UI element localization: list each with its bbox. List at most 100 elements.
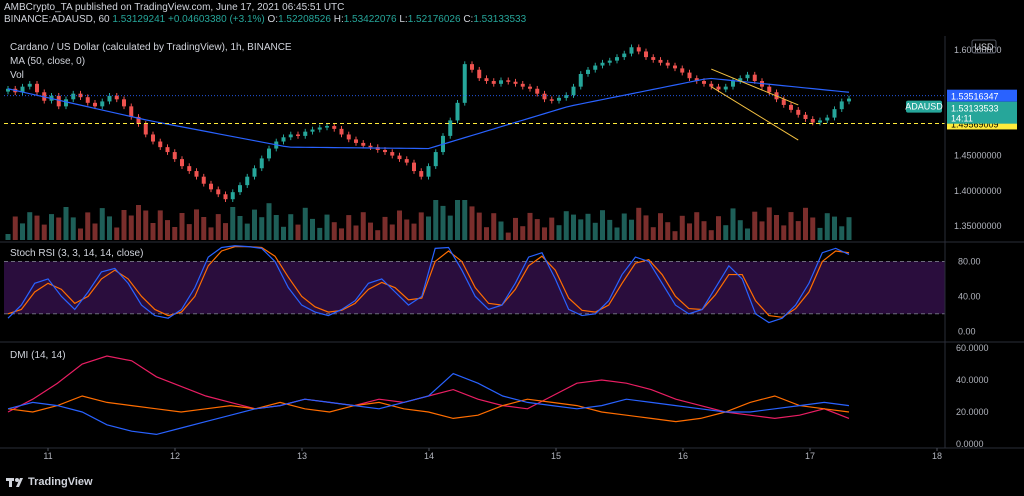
volume-bar xyxy=(658,213,663,240)
candle xyxy=(303,131,308,136)
volume-bar xyxy=(484,227,489,240)
open-value: 1.52208526 xyxy=(278,14,331,25)
volume-bar xyxy=(672,231,678,240)
candle xyxy=(93,102,97,107)
volume-bar xyxy=(621,213,627,240)
stoch-rsi-legend[interactable]: Stoch RSI (3, 3, 14, 14, close) xyxy=(10,248,144,259)
candle xyxy=(433,152,438,167)
volume-bar xyxy=(745,228,750,240)
volume-bar xyxy=(41,224,47,240)
candle xyxy=(426,166,431,177)
ma-value-tag-text: 1.53516347 xyxy=(951,92,999,102)
volume-bar xyxy=(491,213,497,240)
publish-header: AMBCrypto_TA published on TradingView.co… xyxy=(4,2,1024,13)
candle xyxy=(687,72,692,79)
volume-bar xyxy=(165,220,170,240)
axes: 1.600000001.500000001.450000001.40000000… xyxy=(0,36,1024,461)
candle xyxy=(636,47,641,52)
ma-legend[interactable]: MA (50, close, 0) xyxy=(10,56,86,67)
ma-line xyxy=(7,77,850,150)
dmi-tick-label: 40.0000 xyxy=(956,375,989,385)
candle xyxy=(288,134,293,138)
last-price-text: 1.53133533 xyxy=(951,104,999,114)
volume-bar xyxy=(70,217,76,240)
candle xyxy=(789,104,793,110)
volume-bar xyxy=(339,228,344,240)
volume-bar xyxy=(498,221,504,240)
candle xyxy=(607,60,612,63)
volume-bar xyxy=(368,222,373,240)
volume-bar xyxy=(817,227,823,240)
chart-title: Cardano / US Dollar (calculated by Tradi… xyxy=(10,42,292,53)
candle xyxy=(238,185,242,193)
volume-bar xyxy=(701,221,707,240)
support-value-tag-text: 1.49569009 xyxy=(951,119,999,129)
open-label: O: xyxy=(267,14,279,25)
price-pane[interactable]: ADAUSD xyxy=(4,44,945,240)
candle xyxy=(136,116,141,124)
candle xyxy=(85,97,90,103)
volume-bar xyxy=(157,210,163,240)
candle xyxy=(542,93,547,100)
currency-badge xyxy=(971,39,997,54)
close-value: 1.53133533 xyxy=(473,14,527,25)
dmi-pane[interactable] xyxy=(7,355,850,436)
volume-bar xyxy=(592,222,598,240)
time-tick-label: 18 xyxy=(932,451,942,461)
volume-bar xyxy=(302,207,308,240)
candle xyxy=(346,134,351,140)
candle xyxy=(738,78,743,82)
time-tick-label: 15 xyxy=(551,451,561,461)
candle xyxy=(107,95,112,102)
candle xyxy=(731,81,735,87)
high-label: H: xyxy=(333,14,344,25)
candle xyxy=(419,171,424,177)
dmi-tick-label: 20.0000 xyxy=(956,407,989,417)
volume-bar xyxy=(12,216,18,240)
candle xyxy=(143,123,148,135)
volume-bar xyxy=(295,224,301,240)
volume-bar xyxy=(324,214,330,240)
candle xyxy=(259,158,264,169)
candle xyxy=(223,194,228,200)
volume-bar xyxy=(643,215,649,240)
volume-bar xyxy=(563,211,569,240)
dmi-legend[interactable]: DMI (14, 14) xyxy=(10,350,66,361)
volume-legend[interactable]: Vol xyxy=(10,70,24,81)
stoch-rsi-pane[interactable] xyxy=(4,245,945,324)
candle xyxy=(404,159,409,163)
volume-bar xyxy=(418,212,424,240)
candle xyxy=(201,176,206,184)
candle xyxy=(600,62,605,66)
volume-bar xyxy=(99,208,105,240)
candle xyxy=(651,57,656,60)
candle xyxy=(513,81,518,84)
volume-bar xyxy=(49,214,54,240)
stoch-k-line xyxy=(7,245,850,324)
candle xyxy=(680,68,685,73)
volume-bar xyxy=(846,217,852,240)
adx-line xyxy=(7,355,850,420)
volume-bar xyxy=(107,216,112,240)
volume-bar xyxy=(143,210,149,240)
volume-bar xyxy=(549,217,555,240)
symbol-tag xyxy=(906,100,942,113)
time-tick-label: 17 xyxy=(805,451,815,461)
candle xyxy=(296,134,300,136)
candle xyxy=(528,86,532,89)
candle xyxy=(462,64,467,103)
volume-bar xyxy=(114,227,120,240)
volume-bar xyxy=(150,223,156,240)
candle xyxy=(810,119,815,123)
candle xyxy=(151,134,155,142)
time-tick-label: 11 xyxy=(43,451,52,461)
candle xyxy=(448,120,453,136)
ohlc-header: BINANCE:ADAUSD, 60 1.53129241 +0.0460338… xyxy=(4,14,1024,25)
volume-bar xyxy=(281,226,286,240)
candle xyxy=(781,99,786,105)
candle xyxy=(578,73,583,87)
candle xyxy=(694,78,699,82)
volume-bar xyxy=(737,220,743,240)
stoch-d-line xyxy=(7,246,850,318)
